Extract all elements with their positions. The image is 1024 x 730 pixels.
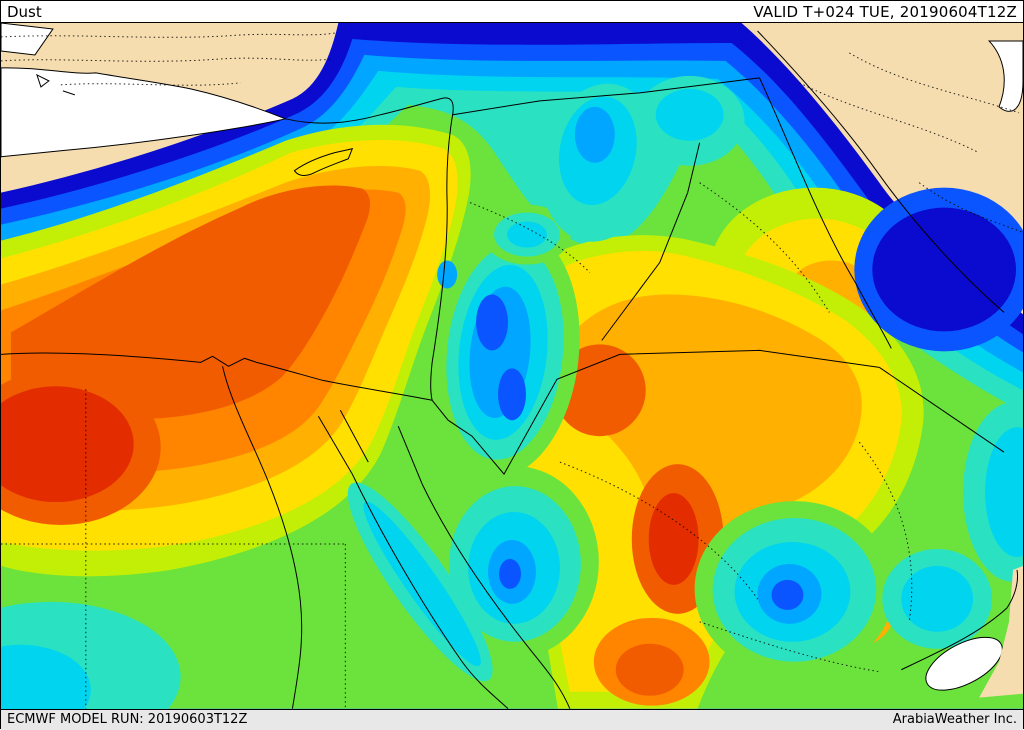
brand-label: ArabiaWeather Inc.: [892, 712, 1017, 728]
persian-gulf: [925, 636, 1003, 691]
mediterranean-sea: [1, 67, 288, 158]
dotted-boundaries: [1, 32, 1023, 709]
valid-time-label: VALID T+024 TUE, 20190604T12Z: [753, 2, 1017, 21]
caspian-sea: [987, 40, 1023, 112]
sea-areas: [1, 23, 1023, 698]
warm-mass-west: [1, 124, 471, 577]
map-footer-bar: ECMWF MODEL RUN: 20190603T12Z ArabiaWeat…: [1, 708, 1023, 730]
map-header-bar: Dust VALID T+024 TUE, 20190604T12Z: [1, 1, 1023, 23]
dust-map: [1, 23, 1023, 709]
dust-map-canvas: [1, 23, 1023, 709]
model-run-label: ECMWF MODEL RUN: 20190603T12Z: [7, 712, 248, 728]
map-title: Dust: [7, 2, 42, 21]
cool-pockets: [1, 75, 1023, 709]
coastlines-and-borders: [1, 30, 1018, 709]
aegean-sea: [1, 23, 54, 56]
